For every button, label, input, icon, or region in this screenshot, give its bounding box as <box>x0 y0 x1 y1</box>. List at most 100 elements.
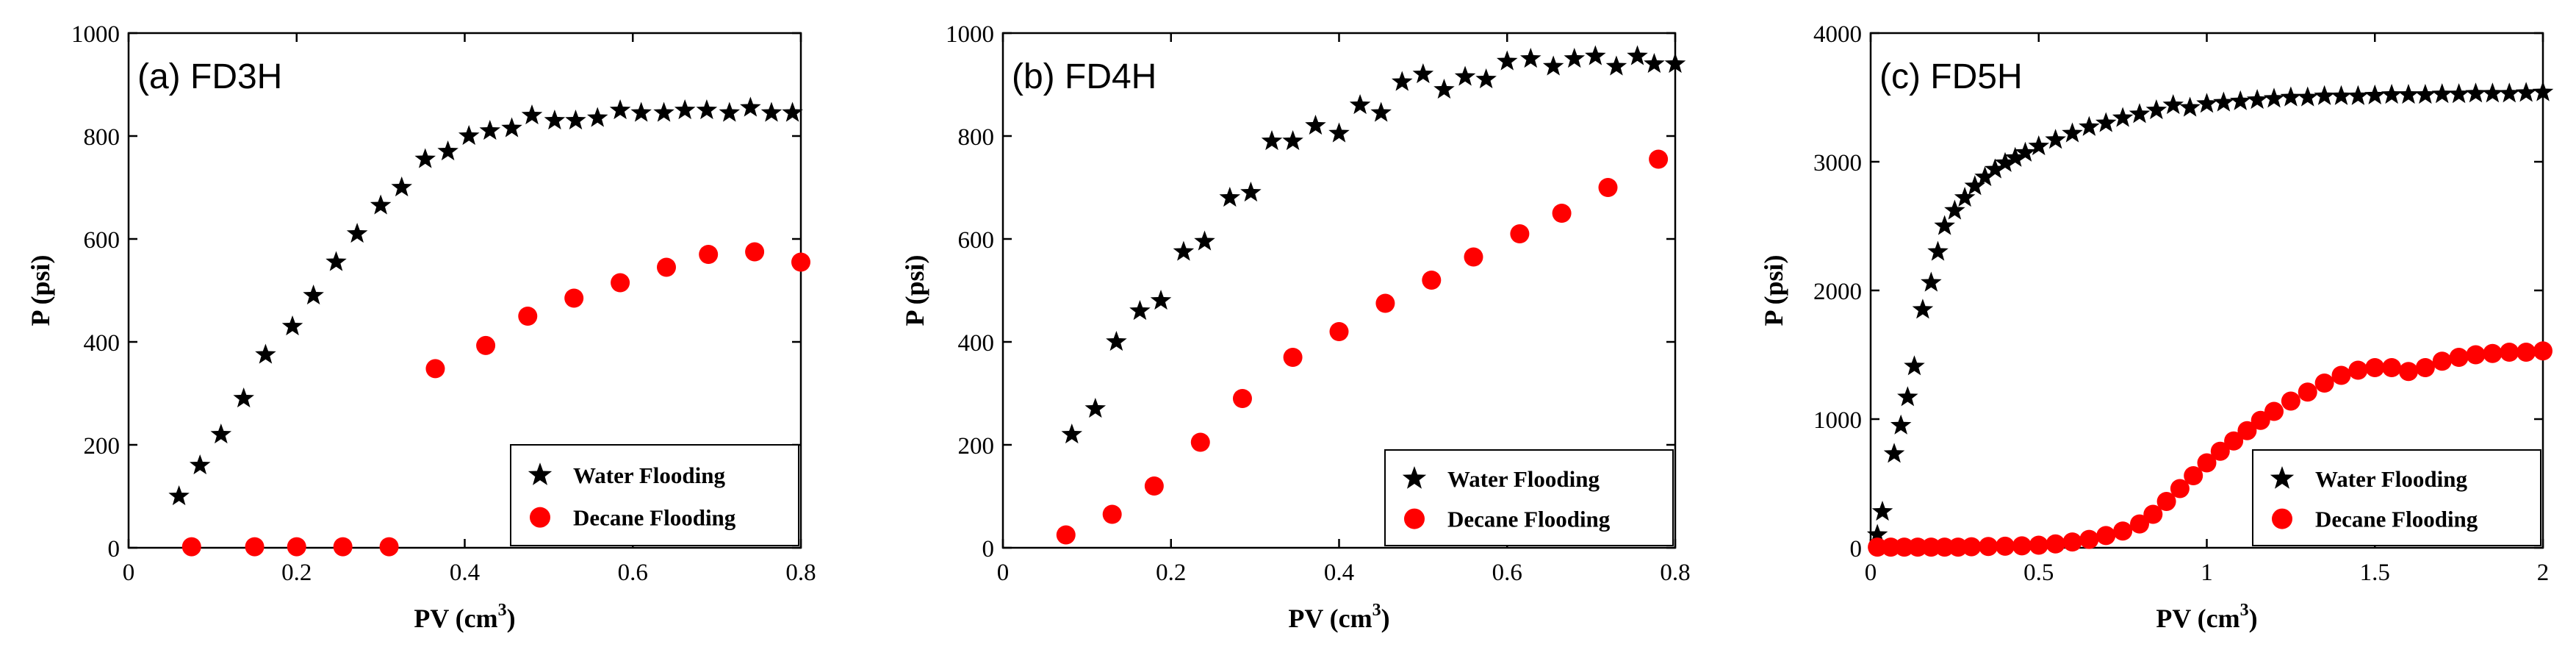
water-point <box>458 125 480 146</box>
y-tick-label: 2000 <box>1813 279 1862 305</box>
water-point <box>1664 53 1686 74</box>
y-tick-label: 0 <box>108 536 120 562</box>
decane-point <box>476 335 496 355</box>
water-point <box>1644 53 1665 74</box>
legend-label: Decane Flooding <box>1447 507 1611 532</box>
x-tick-label: 0 <box>123 560 135 586</box>
decane-point <box>1375 293 1395 313</box>
y-tick-label: 1000 <box>1813 407 1862 434</box>
legend-circle-icon <box>2272 508 2292 529</box>
water-point <box>1866 524 1888 544</box>
water-point <box>168 485 190 506</box>
water-point <box>303 285 324 305</box>
decane-point <box>2382 358 2402 377</box>
y-tick-label: 1000 <box>946 21 994 48</box>
x-tick-label: 0.6 <box>1492 560 1522 586</box>
water-point <box>1475 68 1497 89</box>
decane-point <box>2314 374 2334 393</box>
legend-star-icon <box>528 462 553 485</box>
water-point <box>281 315 303 336</box>
water-point <box>2062 122 2083 143</box>
water-point <box>544 110 566 130</box>
water-point <box>391 176 412 197</box>
water-point <box>1904 355 1925 376</box>
water-point <box>2246 89 2268 110</box>
decane-point <box>611 273 630 293</box>
x-tick-label: 0.8 <box>1660 560 1690 586</box>
legend-box <box>510 444 799 546</box>
y-tick-label: 800 <box>84 124 120 151</box>
decane-point <box>1894 537 1914 557</box>
water-point <box>479 120 501 140</box>
water-point <box>2095 112 2117 132</box>
water-point <box>1454 65 1476 86</box>
decane-point <box>1948 537 1968 557</box>
water-point <box>210 424 232 444</box>
decane-point <box>2251 410 2270 430</box>
water-point <box>2465 82 2486 103</box>
water-point <box>1328 122 1350 143</box>
decane-point <box>564 288 584 308</box>
water-point <box>1964 175 1986 196</box>
water-point <box>1370 101 1392 122</box>
water-point <box>189 454 211 475</box>
decane-point <box>2500 343 2519 362</box>
decane-point <box>2365 358 2385 377</box>
decane-point <box>2415 358 2435 377</box>
water-point <box>2431 83 2453 104</box>
decane-point <box>2264 401 2284 421</box>
decane-point <box>2113 521 2133 541</box>
decane-point <box>287 537 306 557</box>
water-point <box>2364 84 2386 105</box>
x-tick-label: 0.4 <box>450 560 480 586</box>
water-point <box>2129 103 2151 124</box>
water-point <box>2280 86 2302 107</box>
water-point <box>696 99 718 120</box>
water-point <box>2532 81 2554 101</box>
decane-point <box>2483 343 2503 363</box>
x-axis-title: PV (cm3) <box>2156 601 2257 633</box>
decane-point <box>791 252 810 272</box>
decane-point <box>1868 537 1888 557</box>
water-point <box>233 387 254 408</box>
y-tick-label: 1000 <box>71 21 120 48</box>
decane-point <box>2029 535 2048 555</box>
water-point <box>370 194 392 215</box>
water-point <box>1927 240 1949 261</box>
decane-point <box>1552 204 1572 223</box>
decane-point <box>1190 432 1210 452</box>
water-point <box>1912 299 1934 319</box>
water-point <box>2145 99 2167 120</box>
decane-point <box>2012 536 2032 556</box>
water-point <box>1985 158 2006 179</box>
y-tick-label: 400 <box>84 330 120 357</box>
y-tick-label: 800 <box>958 124 995 151</box>
x-tick-label: 0.5 <box>2023 560 2054 586</box>
water-point <box>2229 90 2251 110</box>
panel-a: 0 0.2 0.4 0.6 0.8 0 200 400 600 800 1000 PV (cm3) P … <box>26 21 816 633</box>
water-point <box>2381 84 2403 104</box>
water-point <box>2498 82 2520 103</box>
water-point <box>2397 84 2420 104</box>
decane-point <box>1649 149 1669 169</box>
decane-point <box>1962 537 1982 557</box>
water-point <box>1084 398 1107 418</box>
decane-point <box>2348 360 2368 380</box>
water-point <box>1954 187 1976 207</box>
water-point <box>1934 215 1955 235</box>
water-point <box>1061 424 1083 444</box>
y-tick-label: 200 <box>958 433 995 460</box>
water-point <box>1890 414 1912 435</box>
decane-point <box>1056 525 1076 545</box>
decane-point <box>2156 492 2176 511</box>
decane-point <box>1881 537 1901 557</box>
x-axis-title: PV (cm3) <box>414 601 515 633</box>
legend-box <box>2252 449 2541 546</box>
water-point <box>521 104 543 125</box>
water-point <box>255 343 276 364</box>
water-point <box>1240 182 1262 202</box>
water-point <box>2028 135 2050 156</box>
y-tick-label: 0 <box>1850 536 1863 562</box>
decane-point <box>2079 529 2099 549</box>
